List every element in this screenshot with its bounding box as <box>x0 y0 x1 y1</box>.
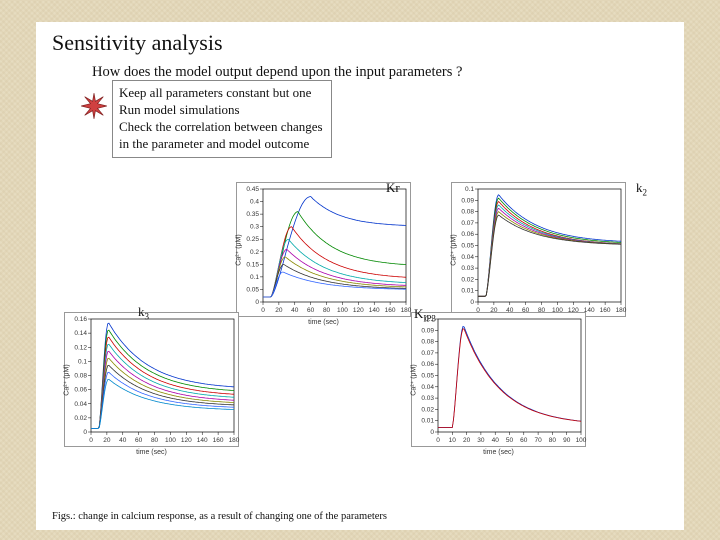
svg-text:140: 140 <box>197 437 208 444</box>
svg-text:40: 40 <box>119 437 127 444</box>
svg-text:100: 100 <box>165 437 176 444</box>
svg-text:0.4: 0.4 <box>250 199 259 206</box>
svg-text:40: 40 <box>492 437 500 444</box>
svg-text:0.08: 0.08 <box>74 373 87 380</box>
svg-text:0.07: 0.07 <box>421 350 434 357</box>
svg-text:20: 20 <box>103 437 111 444</box>
slide-title: Sensitivity analysis <box>52 30 668 56</box>
svg-text:10: 10 <box>449 437 457 444</box>
svg-text:0.04: 0.04 <box>74 401 87 408</box>
slide-subtitle: How does the model output depend upon th… <box>92 64 668 81</box>
svg-text:0.14: 0.14 <box>74 330 87 337</box>
svg-text:160: 160 <box>213 437 224 444</box>
svg-text:160: 160 <box>600 307 611 314</box>
label-k3: k3 <box>138 304 149 322</box>
svg-text:0.2: 0.2 <box>250 249 259 256</box>
box-line: in the parameter and model outcome <box>119 136 323 153</box>
svg-text:0.1: 0.1 <box>465 186 474 193</box>
svg-text:0.06: 0.06 <box>461 231 474 238</box>
svg-text:100: 100 <box>576 437 587 444</box>
svg-text:180: 180 <box>616 307 627 314</box>
svg-text:50: 50 <box>506 437 514 444</box>
svg-text:70: 70 <box>534 437 542 444</box>
svg-text:20: 20 <box>275 307 283 314</box>
svg-text:60: 60 <box>307 307 315 314</box>
svg-text:0: 0 <box>430 429 434 436</box>
svg-text:0.09: 0.09 <box>461 197 474 204</box>
svg-text:60: 60 <box>135 437 143 444</box>
svg-text:0: 0 <box>89 437 93 444</box>
svg-text:160: 160 <box>385 307 396 314</box>
svg-text:0.07: 0.07 <box>461 220 474 227</box>
svg-text:0.02: 0.02 <box>74 415 87 422</box>
svg-text:0.06: 0.06 <box>421 361 434 368</box>
svg-text:120: 120 <box>181 437 192 444</box>
svg-text:0: 0 <box>261 307 265 314</box>
svg-text:40: 40 <box>291 307 299 314</box>
svg-text:120: 120 <box>353 307 364 314</box>
svg-text:0.02: 0.02 <box>461 276 474 283</box>
svg-text:0: 0 <box>83 429 87 436</box>
svg-text:0.05: 0.05 <box>461 243 474 250</box>
chart-kip3: 0 10 20 30 40 50 60 70 80 90 100 0 0.01 0.02 0.03 0.04 0… <box>411 312 586 447</box>
svg-text:60: 60 <box>520 437 528 444</box>
star-icon <box>80 92 108 120</box>
figure-caption: Figs.: change in calcium response, as a … <box>52 511 387 522</box>
svg-text:0.12: 0.12 <box>74 344 87 351</box>
svg-text:0.04: 0.04 <box>421 384 434 391</box>
svg-text:0: 0 <box>255 299 259 306</box>
box-line: Run model simulations <box>119 102 323 119</box>
chart-k2: 02040608010012014016018000.010.020.030.0… <box>451 182 626 317</box>
chart-kr: 02040608010012014016018000.050.10.150.20… <box>236 182 411 317</box>
svg-text:0.03: 0.03 <box>461 265 474 272</box>
svg-text:80: 80 <box>151 437 159 444</box>
svg-text:0.08: 0.08 <box>421 339 434 346</box>
svg-text:0.01: 0.01 <box>421 418 434 425</box>
svg-text:0.06: 0.06 <box>74 387 87 394</box>
svg-text:20: 20 <box>463 437 471 444</box>
label-k2: k2 <box>636 180 647 198</box>
label-kip3: KIP3 <box>414 306 436 324</box>
svg-text:30: 30 <box>477 437 485 444</box>
svg-text:80: 80 <box>323 307 331 314</box>
svg-text:80: 80 <box>549 437 557 444</box>
svg-text:140: 140 <box>369 307 380 314</box>
svg-text:0.35: 0.35 <box>246 211 259 218</box>
chart-k3: 0 20 40 60 80 100 120 140 160 180 0 0.02 0.04 0.06 0.0… <box>64 312 239 447</box>
svg-text:0.09: 0.09 <box>421 327 434 334</box>
svg-text:0.05: 0.05 <box>421 373 434 380</box>
svg-text:0: 0 <box>470 299 474 306</box>
svg-text:100: 100 <box>337 307 348 314</box>
svg-text:0.08: 0.08 <box>461 209 474 216</box>
svg-text:0.3: 0.3 <box>250 224 259 231</box>
svg-text:0.15: 0.15 <box>246 261 259 268</box>
svg-text:90: 90 <box>563 437 571 444</box>
box-line: Check the correlation between changes <box>119 119 323 136</box>
svg-text:180: 180 <box>229 437 240 444</box>
svg-text:0: 0 <box>436 437 440 444</box>
svg-text:0.1: 0.1 <box>78 358 87 365</box>
label-kr: Kr <box>386 180 400 196</box>
svg-text:0.02: 0.02 <box>421 406 434 413</box>
svg-text:0.04: 0.04 <box>461 254 474 261</box>
svg-text:0.03: 0.03 <box>421 395 434 402</box>
svg-text:0.16: 0.16 <box>74 316 87 323</box>
svg-text:0.1: 0.1 <box>250 274 259 281</box>
box-line: Keep all parameters constant but one <box>119 85 323 102</box>
svg-text:0.25: 0.25 <box>246 236 259 243</box>
svg-text:0.01: 0.01 <box>461 288 474 295</box>
svg-text:0.05: 0.05 <box>246 286 259 293</box>
svg-text:0.45: 0.45 <box>246 186 259 193</box>
method-box: Keep all parameters constant but one Run… <box>112 80 332 158</box>
slide: Sensitivity analysis How does the model … <box>36 22 684 530</box>
